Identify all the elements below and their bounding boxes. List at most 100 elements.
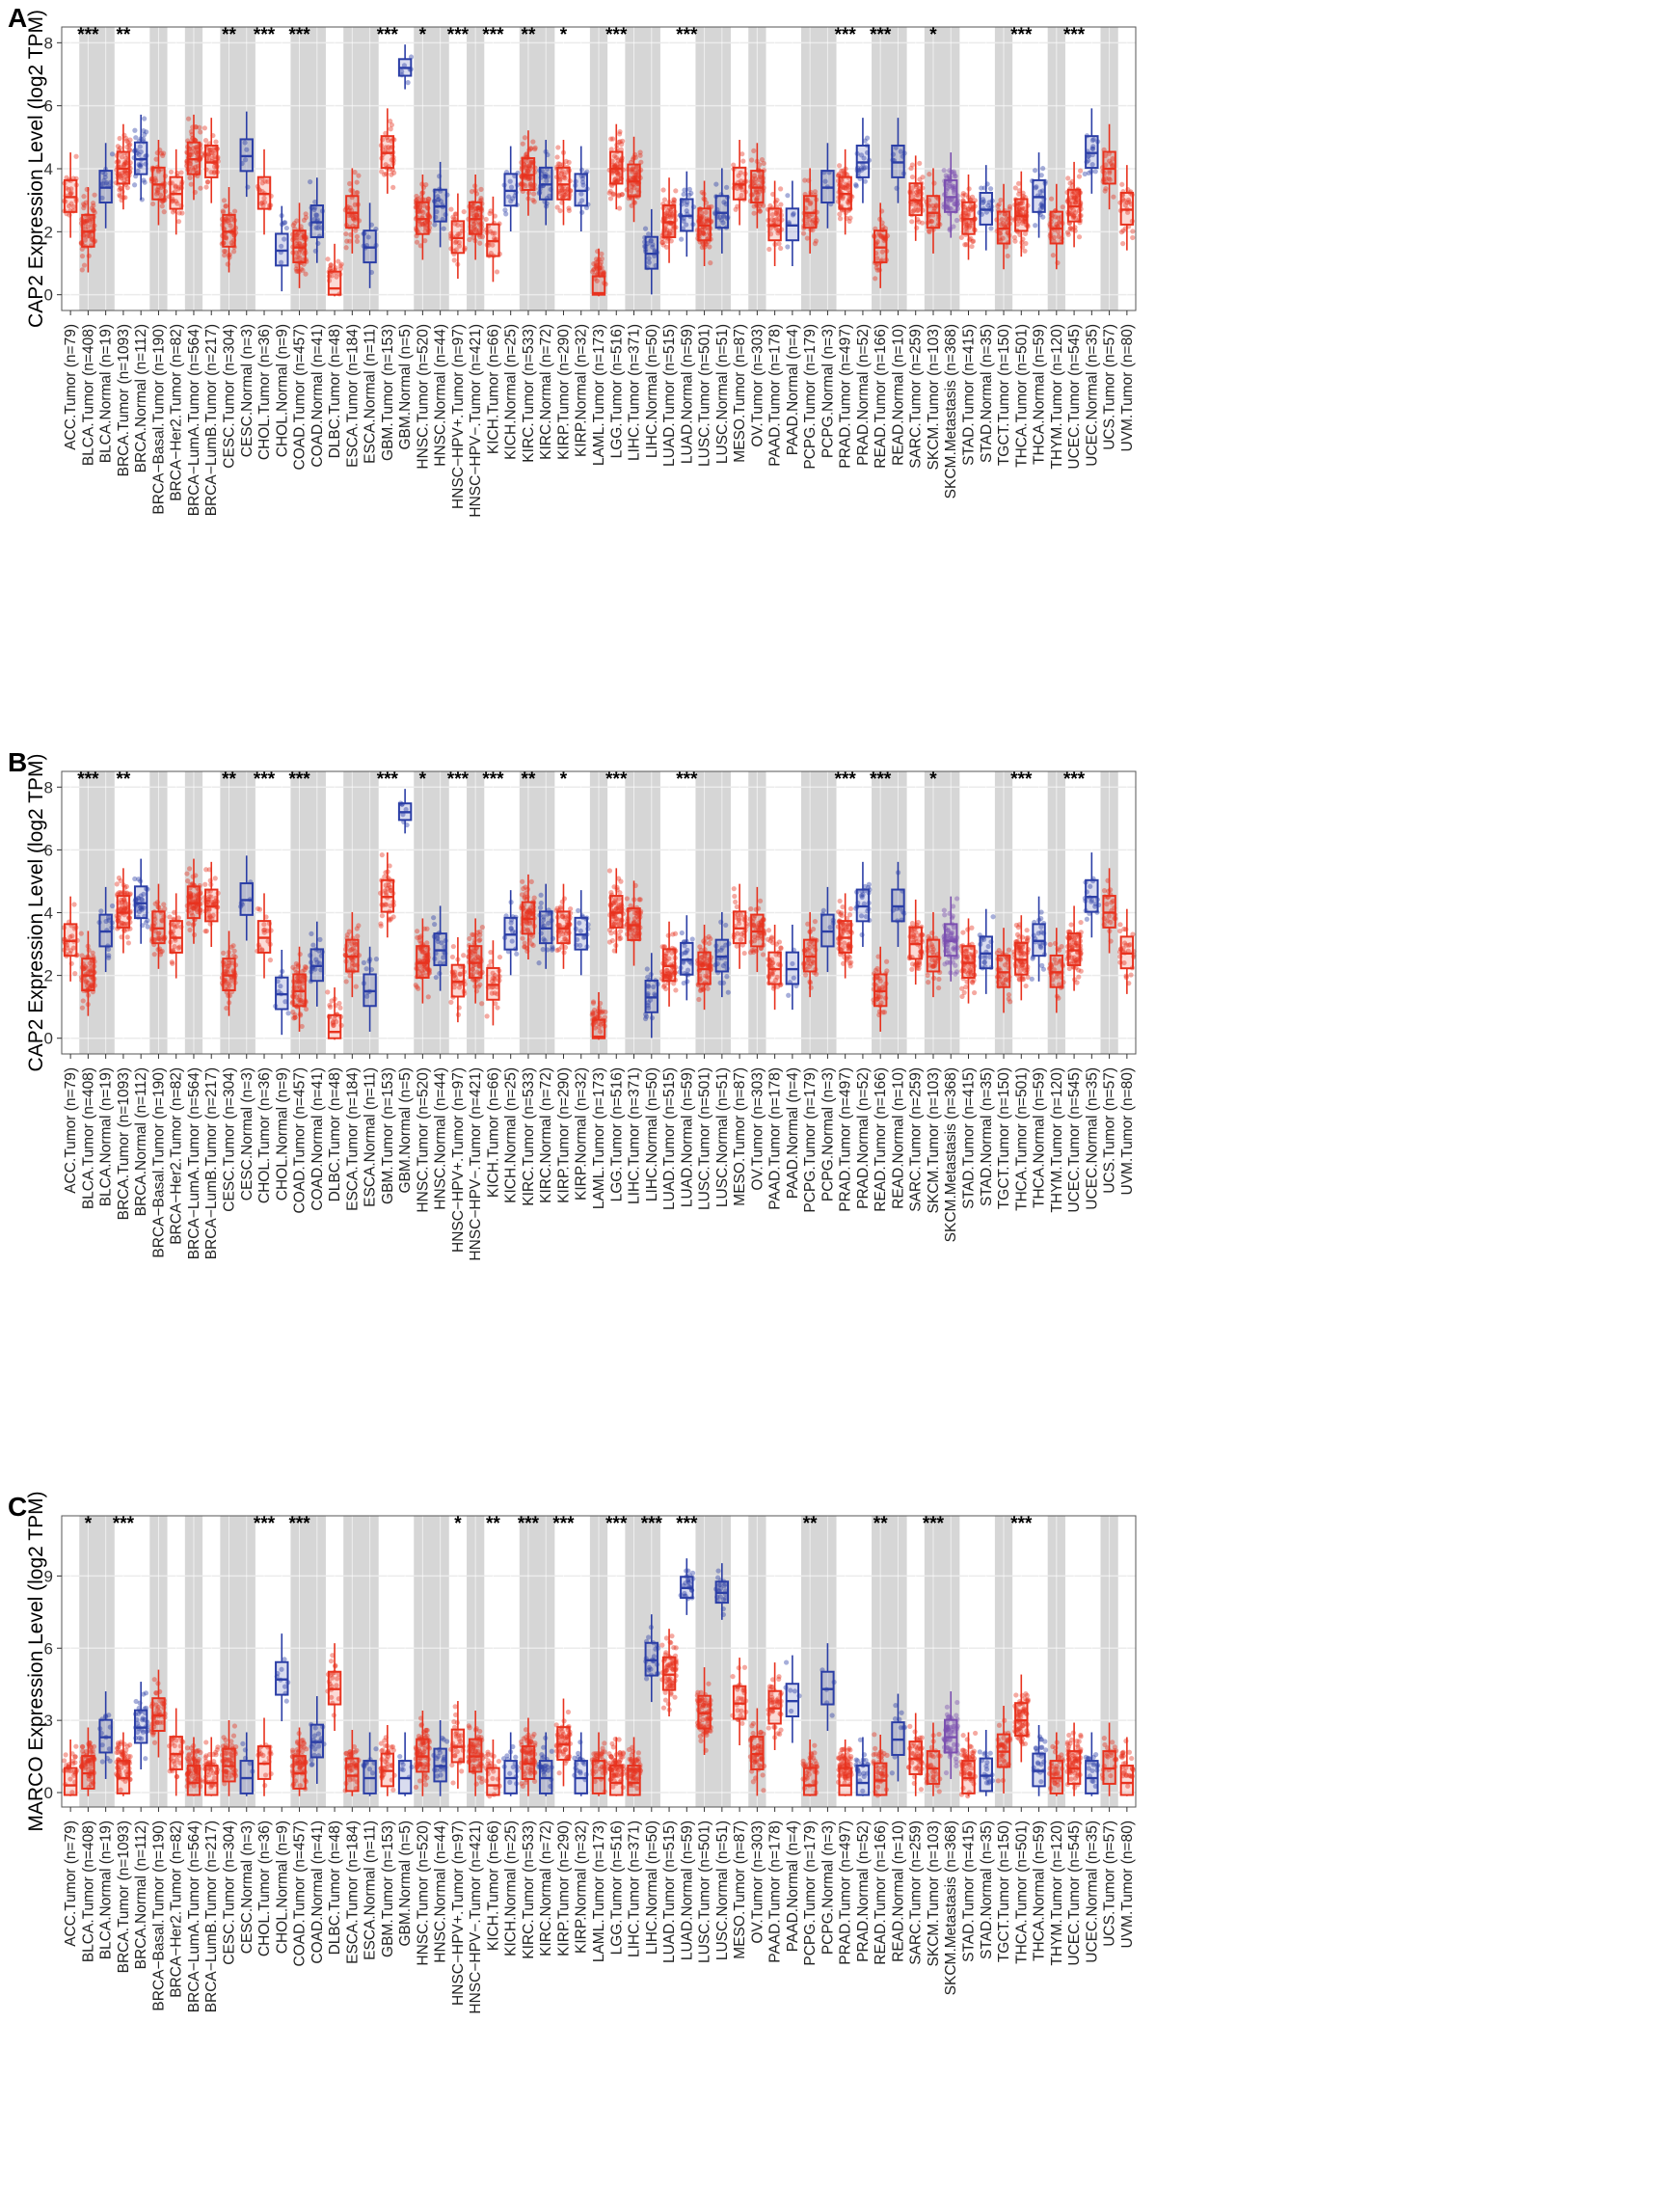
- data-point: [228, 223, 233, 229]
- data-point: [99, 195, 105, 201]
- data-point: [124, 185, 130, 191]
- data-point: [881, 1010, 888, 1015]
- data-point: [972, 989, 978, 996]
- data-point: [255, 905, 261, 911]
- data-point: [202, 125, 207, 131]
- data-point: [750, 949, 757, 956]
- data-point: [713, 181, 719, 187]
- data-point: [951, 224, 956, 229]
- data-point: [160, 150, 167, 156]
- data-point: [228, 240, 234, 246]
- significance-label: **: [117, 25, 131, 45]
- data-point: [461, 953, 467, 958]
- data-point: [530, 139, 536, 145]
- data-point: [643, 1013, 650, 1019]
- data-point: [71, 902, 77, 907]
- data-point: [297, 241, 303, 247]
- data-point: [926, 933, 931, 939]
- data-point: [487, 210, 493, 217]
- data-point: [193, 124, 199, 130]
- data-point: [92, 209, 97, 216]
- data-point: [223, 235, 229, 241]
- data-point: [740, 158, 746, 164]
- data-point: [82, 219, 88, 225]
- y-tick-label: 0: [44, 286, 53, 305]
- data-point: [1050, 253, 1056, 258]
- significance-label: ***: [676, 769, 698, 790]
- x-tick-label: READ.Tumor (n=166): [873, 324, 889, 469]
- data-point: [996, 202, 1002, 207]
- data-point: [734, 904, 739, 910]
- data-point: [733, 899, 739, 905]
- x-tick-label: ESCA.Tumor (n=184): [344, 324, 361, 468]
- data-point: [477, 240, 483, 246]
- data-point: [265, 178, 271, 184]
- data-point: [313, 212, 319, 218]
- data-point: [187, 175, 193, 181]
- data-point: [158, 184, 164, 191]
- data-point: [231, 208, 238, 214]
- data-point: [64, 175, 69, 180]
- data-point: [688, 190, 694, 197]
- data-point: [540, 947, 546, 953]
- data-point: [866, 881, 872, 887]
- data-point: [188, 128, 195, 135]
- data-point: [959, 993, 965, 1000]
- data-point: [126, 147, 132, 152]
- data-point: [85, 224, 91, 229]
- x-tick-label: ACC.Tumor (n=79): [63, 324, 79, 450]
- data-point: [1092, 169, 1098, 175]
- data-point: [450, 943, 456, 950]
- data-point: [936, 976, 942, 983]
- data-point: [927, 172, 932, 177]
- x-tick-label: HNSC−HPV+.Tumor (n=97): [450, 324, 467, 509]
- data-point: [154, 189, 161, 196]
- data-point: [294, 231, 301, 237]
- data-point: [78, 931, 84, 936]
- x-tick-label: UVM.Tumor (n=80): [1119, 324, 1136, 452]
- y-tick-label: 8: [44, 34, 53, 52]
- data-point: [1076, 234, 1083, 240]
- data-point: [198, 185, 203, 191]
- data-point: [812, 241, 819, 247]
- box-laml-tumor: [591, 1018, 606, 1039]
- data-point: [617, 128, 623, 135]
- significance-label: ***: [482, 25, 504, 45]
- data-point: [124, 144, 130, 150]
- data-point: [706, 933, 712, 939]
- data-point: [176, 210, 182, 216]
- data-point: [187, 927, 193, 933]
- data-point: [193, 167, 199, 174]
- data-point: [609, 937, 616, 944]
- data-point: [152, 175, 158, 181]
- data-point: [1060, 204, 1065, 210]
- data-point: [123, 174, 129, 179]
- data-point: [1120, 228, 1126, 233]
- data-point: [988, 226, 994, 231]
- data-point: [351, 216, 357, 222]
- data-point: [299, 1023, 305, 1030]
- data-point: [953, 971, 958, 977]
- data-point: [354, 233, 360, 240]
- data-point: [665, 932, 671, 938]
- data-point: [80, 202, 87, 207]
- data-point: [475, 984, 481, 989]
- data-point: [414, 239, 420, 245]
- data-point: [766, 928, 772, 933]
- x-tick-label: HNSC−HPV−.Tumor (n=421): [468, 324, 484, 518]
- data-point: [66, 203, 72, 209]
- data-point: [352, 202, 358, 207]
- data-point: [349, 212, 355, 218]
- data-point: [133, 135, 139, 141]
- data-point: [941, 907, 947, 913]
- data-point: [131, 182, 138, 188]
- data-point: [159, 203, 165, 209]
- data-point: [859, 931, 865, 938]
- data-point: [191, 167, 197, 173]
- data-point: [689, 936, 695, 942]
- data-point: [87, 214, 93, 220]
- x-tick-label: KICH.Tumor (n=66): [485, 324, 501, 454]
- data-point: [79, 1005, 86, 1011]
- data-point: [343, 245, 349, 251]
- data-point: [836, 909, 842, 915]
